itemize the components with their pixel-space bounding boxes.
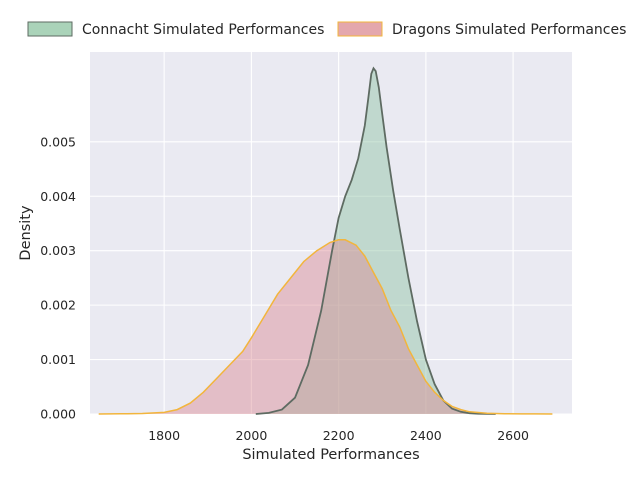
x-axis-label: Simulated Performances <box>242 447 419 463</box>
legend-swatch-1 <box>337 21 383 37</box>
density-series <box>98 66 553 415</box>
legend: Connacht Simulated Performances Dragons S… <box>27 21 626 38</box>
series-fill-1 <box>98 239 553 414</box>
y-axis-label: Density <box>18 205 34 261</box>
legend-label-0: Connacht Simulated Performances <box>82 22 324 38</box>
x-tick-label: 2200 <box>323 428 355 443</box>
series-fill-0 <box>255 68 496 415</box>
grid-lines <box>90 52 572 415</box>
legend-label-1: Dragons Simulated Performances <box>392 22 626 38</box>
x-tick-label: 2000 <box>235 428 267 443</box>
legend-swatch-0 <box>27 21 73 37</box>
series-line-1 <box>98 239 553 415</box>
plot-background <box>90 52 572 414</box>
tick-labels: 1800 2000 2200 2400 2600 0.000 0.001 0.002 0.003… <box>40 134 529 443</box>
y-tick-label: 0.002 <box>40 298 76 313</box>
y-tick-label: 0.001 <box>40 352 76 367</box>
y-tick-label: 0.004 <box>40 189 76 204</box>
y-tick-label: 0.000 <box>40 407 76 422</box>
series-line-0 <box>255 66 496 415</box>
y-tick-label: 0.003 <box>40 243 76 258</box>
x-tick-label: 2400 <box>410 428 442 443</box>
x-tick-label: 1800 <box>148 428 180 443</box>
y-tick-label: 0.005 <box>40 134 76 149</box>
x-tick-label: 2600 <box>497 428 529 443</box>
